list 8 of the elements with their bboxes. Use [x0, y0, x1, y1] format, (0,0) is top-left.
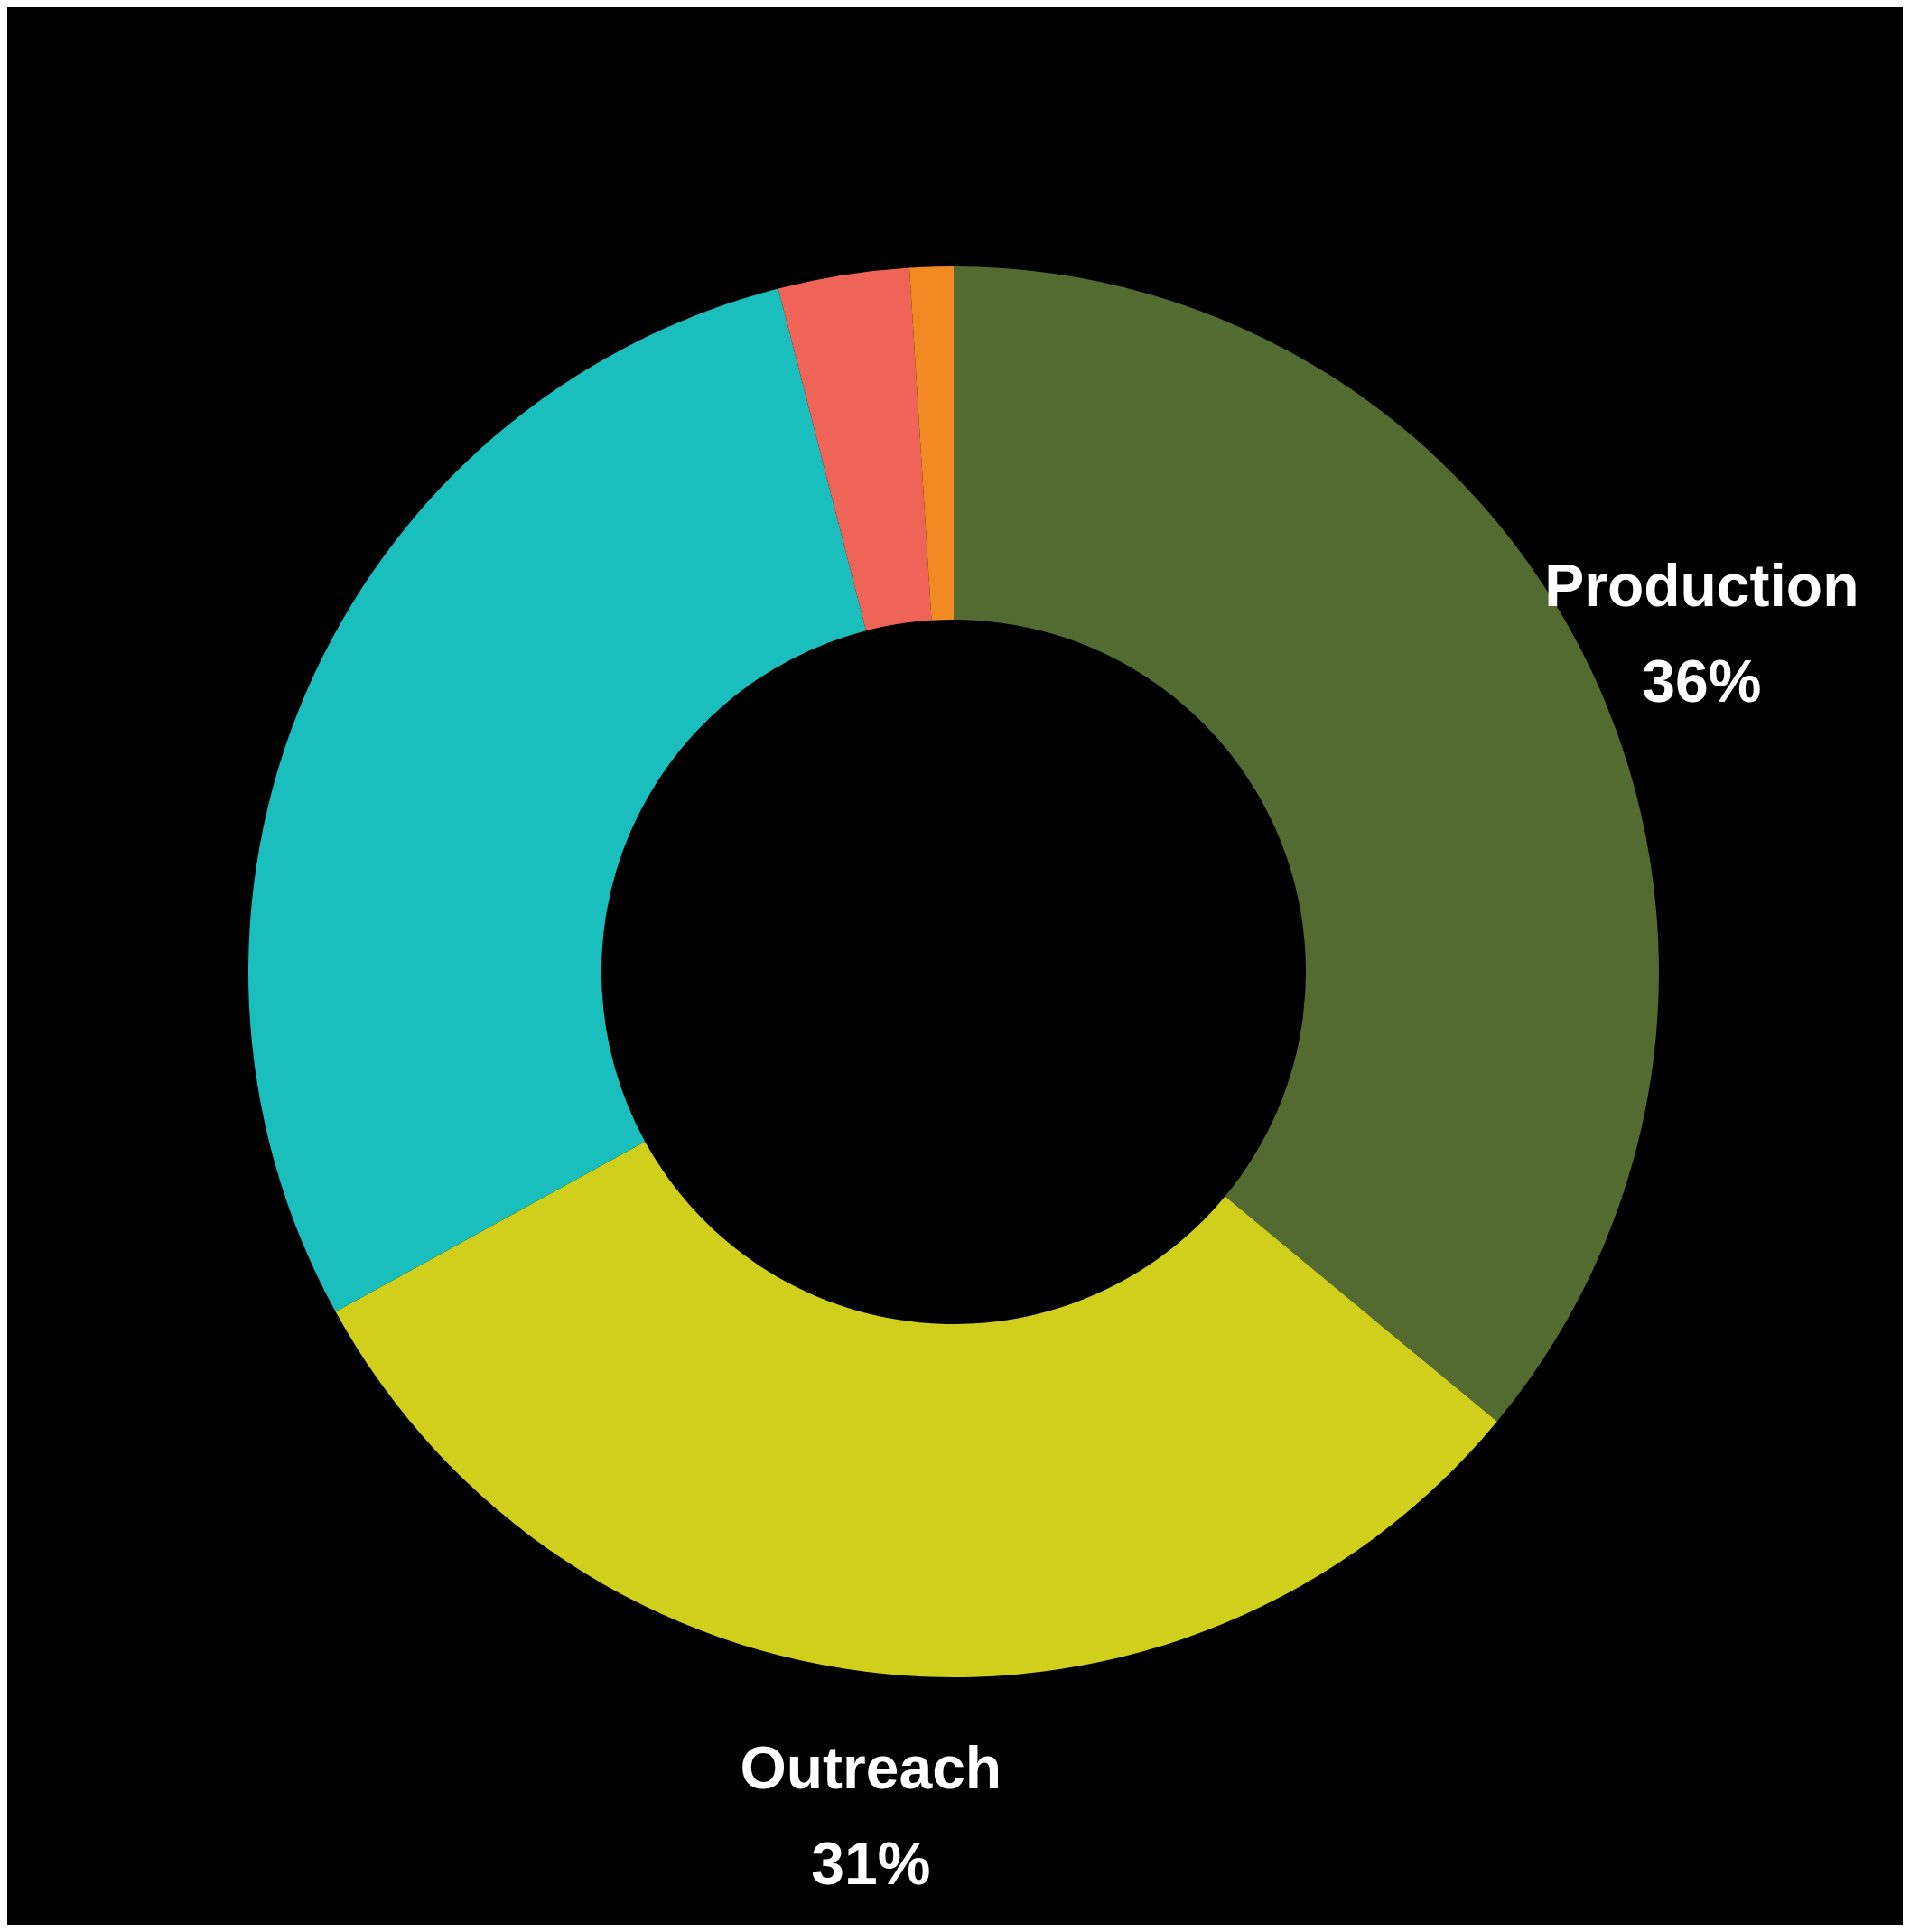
slice-label: Outreach: [740, 1733, 1002, 1801]
data-label: 36%: [1642, 647, 1762, 714]
data-label: 31%: [811, 1829, 931, 1897]
donut-slice: [335, 1141, 1497, 1677]
donut-slice: [908, 266, 954, 621]
slice-label: Production: [1544, 551, 1859, 619]
donut-slice: [248, 288, 867, 1312]
donut-slice: [778, 267, 932, 631]
